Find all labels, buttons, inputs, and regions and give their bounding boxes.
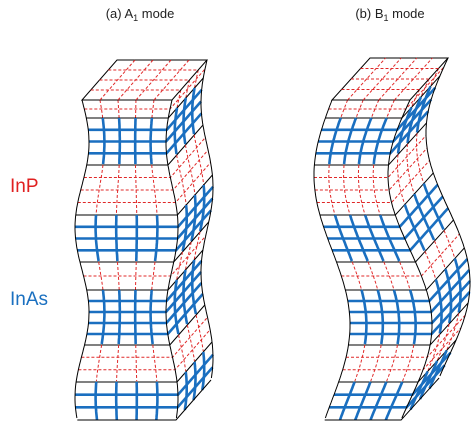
inp-label: InP — [10, 176, 39, 197]
columns — [75, 58, 470, 420]
inas-label: InAs — [10, 289, 48, 310]
grid-line — [136, 215, 137, 261]
column-face — [75, 100, 178, 420]
grid-line — [119, 290, 120, 344]
caption-text: (a) A — [106, 6, 134, 21]
caption-text: mode — [138, 6, 174, 21]
grid-line — [116, 215, 117, 261]
caption-text: mode — [389, 6, 425, 21]
grid-line — [156, 382, 157, 420]
caption-text: (b) B — [355, 6, 383, 21]
grid-line — [151, 118, 152, 164]
figure: (a) A1 mode (b) B1 mode InP InAs — [0, 0, 473, 436]
grid-line — [96, 382, 97, 420]
grid-line — [135, 290, 136, 344]
grid-line — [116, 382, 117, 420]
grid-line — [119, 118, 120, 164]
panel-a-caption: (a) A1 mode — [106, 6, 175, 23]
panel-b-caption: (b) B1 mode — [355, 6, 424, 23]
